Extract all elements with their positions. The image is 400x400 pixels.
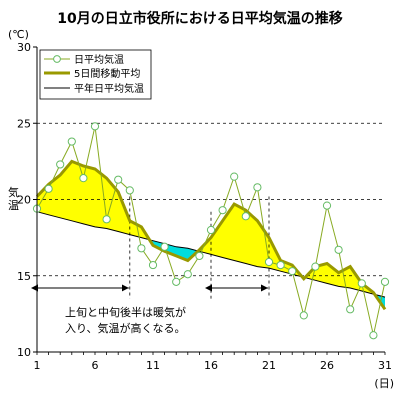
daily-point <box>357 279 366 288</box>
daily-point <box>67 137 76 146</box>
daily-point <box>241 212 250 221</box>
annotation-line-1: 上旬と中旬後半は暖気が <box>65 305 186 319</box>
daily-point <box>299 311 308 320</box>
chart-title: 10月の日立市役所における日平均気温の推移 <box>57 11 343 27</box>
daily-point <box>125 186 134 195</box>
daily-point <box>346 305 355 314</box>
x-tick-label: 26 <box>320 359 334 372</box>
x-tick-label: 31 <box>378 359 392 372</box>
series-layer <box>32 122 390 340</box>
daily-point <box>322 201 332 210</box>
x-tick-label: 11 <box>146 359 160 372</box>
gridlines <box>37 122 385 277</box>
daily-point <box>56 160 65 169</box>
warm-anomaly-area <box>305 263 375 295</box>
daily-point <box>137 244 146 253</box>
daily-point <box>44 184 53 193</box>
legend-normal-label: 平年日平均気温 <box>74 82 144 95</box>
daily-point <box>148 260 158 270</box>
y-tick-label: 15 <box>17 270 31 283</box>
x-tick-label: 6 <box>92 359 99 372</box>
daily-point <box>195 251 204 261</box>
daily-point <box>172 277 181 286</box>
y-axis-label-char: 気 <box>8 185 19 199</box>
legend-daily-label: 日平均気温 <box>74 53 124 66</box>
x-axis-label: (日) <box>374 377 394 390</box>
daily-point <box>253 183 262 192</box>
y-axis-label-char: 温 <box>8 199 19 212</box>
annotation-line-2: 入り、気温が高くなる。 <box>65 321 186 335</box>
y-tick-label: 30 <box>17 41 31 54</box>
daily-point <box>276 260 285 270</box>
daily-point <box>90 122 100 131</box>
daily-point <box>230 172 239 181</box>
legend-ma-label: 5日間移動平均 <box>74 67 140 80</box>
daily-point <box>311 262 320 271</box>
daily-point <box>288 267 297 276</box>
daily-point <box>114 175 123 184</box>
x-tick-label: 21 <box>262 359 276 372</box>
y-tick-label: 10 <box>17 346 31 359</box>
legend-daily-marker <box>53 55 61 63</box>
daily-point <box>218 206 227 215</box>
daily-point <box>380 277 390 286</box>
daily-point <box>334 245 343 254</box>
series-normal-line <box>36 211 386 298</box>
y-unit-label: (℃) <box>8 28 29 41</box>
x-tick-label: 16 <box>204 359 218 372</box>
series-moving-average-line <box>35 159 387 311</box>
daily-point <box>183 270 192 279</box>
daily-point <box>160 242 169 251</box>
daily-point <box>102 215 111 224</box>
x-tick-label: 1 <box>34 359 41 372</box>
daily-point <box>79 174 88 183</box>
warm-anomaly-area <box>198 204 303 277</box>
warm-anomaly-area <box>37 161 150 240</box>
y-tick-label: 25 <box>17 117 31 130</box>
daily-point <box>369 331 378 340</box>
daily-point <box>206 225 216 235</box>
y-tick-label: 20 <box>17 194 31 207</box>
daily-point <box>264 257 274 267</box>
